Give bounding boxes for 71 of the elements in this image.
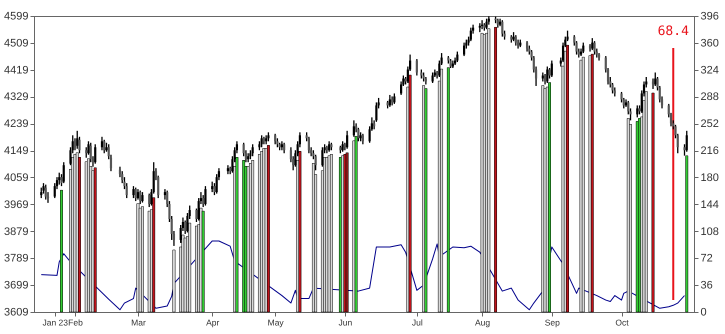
y2-tick-label: 216 xyxy=(700,145,719,158)
y2-tick-label: 72 xyxy=(700,252,713,265)
candlestick xyxy=(514,34,517,46)
y2-tick-label: 108 xyxy=(700,226,719,238)
y-tick-label: 4509 xyxy=(4,37,28,50)
y2-tick-label: 360 xyxy=(700,37,719,50)
x-tick-label: Oct xyxy=(615,318,630,328)
candlestick xyxy=(432,72,434,84)
candlestick xyxy=(582,42,584,54)
ref-line-label: 68.4 xyxy=(658,24,690,39)
candlestick xyxy=(136,188,140,200)
y-tick-label: 4599 xyxy=(4,10,28,22)
candlestick xyxy=(462,42,466,57)
y2-tick-label: 396 xyxy=(700,10,719,22)
x-tick-label: Feb xyxy=(68,318,84,328)
bar xyxy=(582,56,585,312)
y2-tick-label: 0 xyxy=(700,306,707,318)
candlestick xyxy=(686,130,688,152)
y-tick-label: 4419 xyxy=(4,64,28,76)
y2-tick-label: 252 xyxy=(700,118,719,130)
bar xyxy=(172,250,176,312)
y-tick-label: 3879 xyxy=(4,226,28,238)
y-tick-label: 4329 xyxy=(4,91,28,104)
y2-tick-label: 144 xyxy=(700,198,719,211)
candlestick xyxy=(393,92,396,105)
candlestick xyxy=(260,134,263,148)
bar xyxy=(424,88,428,312)
y2-tick-label: 36 xyxy=(700,280,713,292)
candlestick xyxy=(456,50,458,63)
candlestick xyxy=(636,104,638,118)
y2-tick-label: 180 xyxy=(700,172,719,184)
y-tick-label: 3699 xyxy=(4,280,28,292)
candlestick xyxy=(550,60,553,78)
candlestick xyxy=(388,94,391,108)
candlestick xyxy=(526,40,528,52)
candlestick xyxy=(501,20,504,38)
bar xyxy=(652,92,654,312)
x-tick-label: Jan 23 xyxy=(42,318,68,328)
x-tick-label: May xyxy=(268,318,284,328)
x-tick-label: Jul xyxy=(412,318,423,328)
bar xyxy=(685,156,688,312)
x-tick-label: Sep xyxy=(544,318,560,328)
candlestick xyxy=(283,142,286,154)
candlestick xyxy=(654,72,656,87)
bar xyxy=(251,160,254,312)
x-tick-label: Jun xyxy=(338,318,352,328)
candlestick xyxy=(416,58,418,76)
y2-tick-label: 288 xyxy=(700,91,719,104)
y-tick-label: 4149 xyxy=(4,145,28,158)
candlestick xyxy=(148,192,150,208)
y2-tick-label: 324 xyxy=(700,64,719,76)
candlestick xyxy=(141,191,144,204)
candlestick xyxy=(211,180,214,193)
bar xyxy=(346,152,349,312)
candlestick xyxy=(478,22,481,33)
y-tick-label: 3969 xyxy=(4,198,28,211)
candlestick xyxy=(346,130,348,150)
bar xyxy=(266,145,270,312)
y-tick-label: 3609 xyxy=(4,306,28,318)
candlestick xyxy=(470,27,472,42)
candlestick xyxy=(252,144,254,157)
candlestick xyxy=(591,37,594,51)
x-tick-label: Mar xyxy=(131,318,146,328)
candlestick xyxy=(274,133,276,145)
x-tick-label: Apr xyxy=(206,318,220,328)
y-tick-label: 4239 xyxy=(4,118,28,130)
candlestick xyxy=(204,185,207,206)
y-tick-label: 4059 xyxy=(4,172,28,184)
candlestick xyxy=(362,133,364,145)
x-tick-label: Aug xyxy=(475,318,490,328)
y-tick-label: 3789 xyxy=(4,252,28,265)
